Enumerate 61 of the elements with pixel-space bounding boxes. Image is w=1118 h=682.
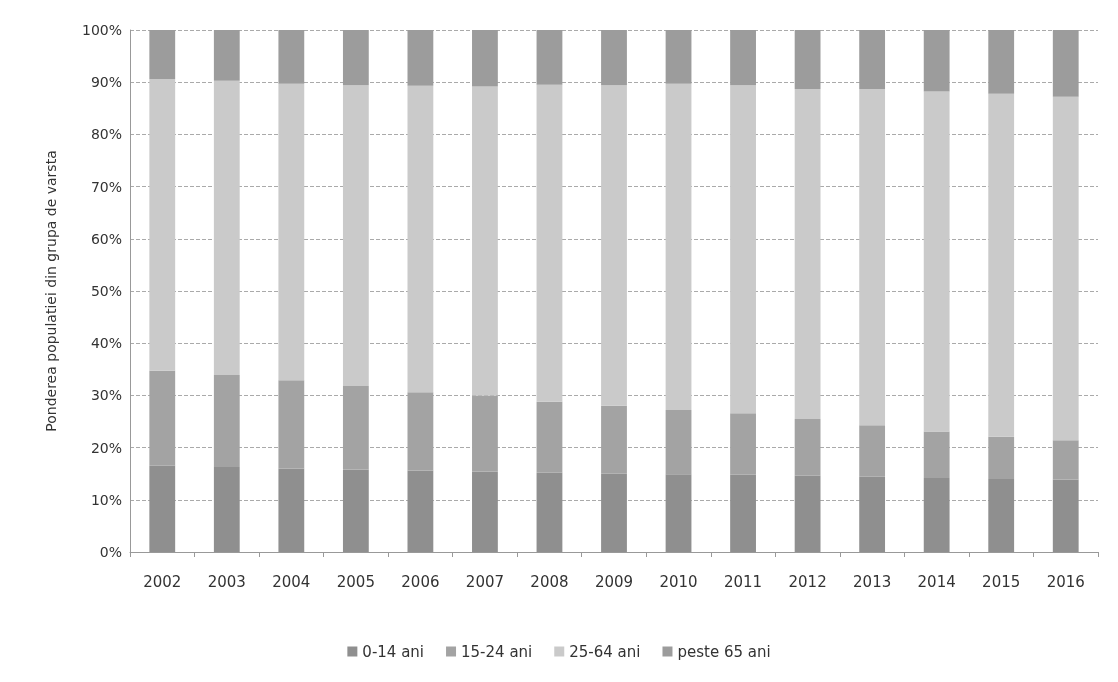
y-tick-label: 70% [90,178,122,195]
x-tick-label: 2012 [788,572,827,591]
x-tick-label: 2009 [594,572,634,591]
bar [730,30,756,86]
bar [923,30,950,92]
y-tick-label: 10% [90,491,122,508]
bar [730,85,756,414]
y-tick-label: 80% [90,126,122,143]
y-tick-label: 100% [81,22,122,38]
y-tick-label: 60% [90,230,122,247]
bar [601,85,627,406]
bar [213,80,240,376]
bar [1052,96,1079,441]
bar [665,30,692,84]
bar [859,88,886,426]
bar [988,30,1015,94]
x-tick-label: 2002 [143,572,182,591]
bar [149,30,176,80]
bar [407,85,434,393]
y-tick-label: 40% [90,335,122,352]
x-tick-label: 2007 [465,572,505,591]
bar [536,84,563,402]
bar [342,30,369,86]
legend-label: peste 65 ani [677,642,771,661]
y-tick-label: 30% [90,387,122,404]
bar [472,30,498,87]
bar [278,83,305,381]
bar [923,91,950,432]
bar [278,30,305,84]
x-tick-label: 2013 [853,572,892,591]
bar [213,30,240,81]
legend-label: 25-64 ani [569,642,641,661]
x-tick-label: 2010 [659,572,698,591]
x-tick-label: 2003 [207,572,246,591]
legend-label: 0-14 ani [362,642,425,661]
x-tick-label: 2014 [917,572,956,591]
x-tick-label: 2005 [336,572,375,591]
bar [601,30,627,86]
bar [988,93,1015,437]
x-tick-label: 2004 [272,572,311,591]
bar [794,88,821,419]
y-tick-label: 50% [90,283,122,299]
y-tick-label: 20% [90,439,122,456]
bar [342,85,369,386]
y-axis-title: Ponderea populatiei din grupa de varsta [43,150,59,432]
bar [1052,30,1079,97]
x-tick-label: 2016 [1046,572,1085,591]
x-tick-label: 2015 [982,572,1021,591]
bar [149,79,176,371]
x-tick-label: 2008 [530,572,569,591]
x-tick-label: 2011 [723,572,763,591]
bar [665,83,692,411]
y-tick-label: 90% [90,74,122,91]
y-tick-label: 0% [99,544,122,560]
x-tick-label: 2006 [401,572,440,591]
bar [407,30,434,86]
bar [472,86,498,396]
bar [536,30,563,85]
bar [794,30,821,89]
legend-label: 15-24 ani [461,642,533,661]
bar [859,30,886,89]
